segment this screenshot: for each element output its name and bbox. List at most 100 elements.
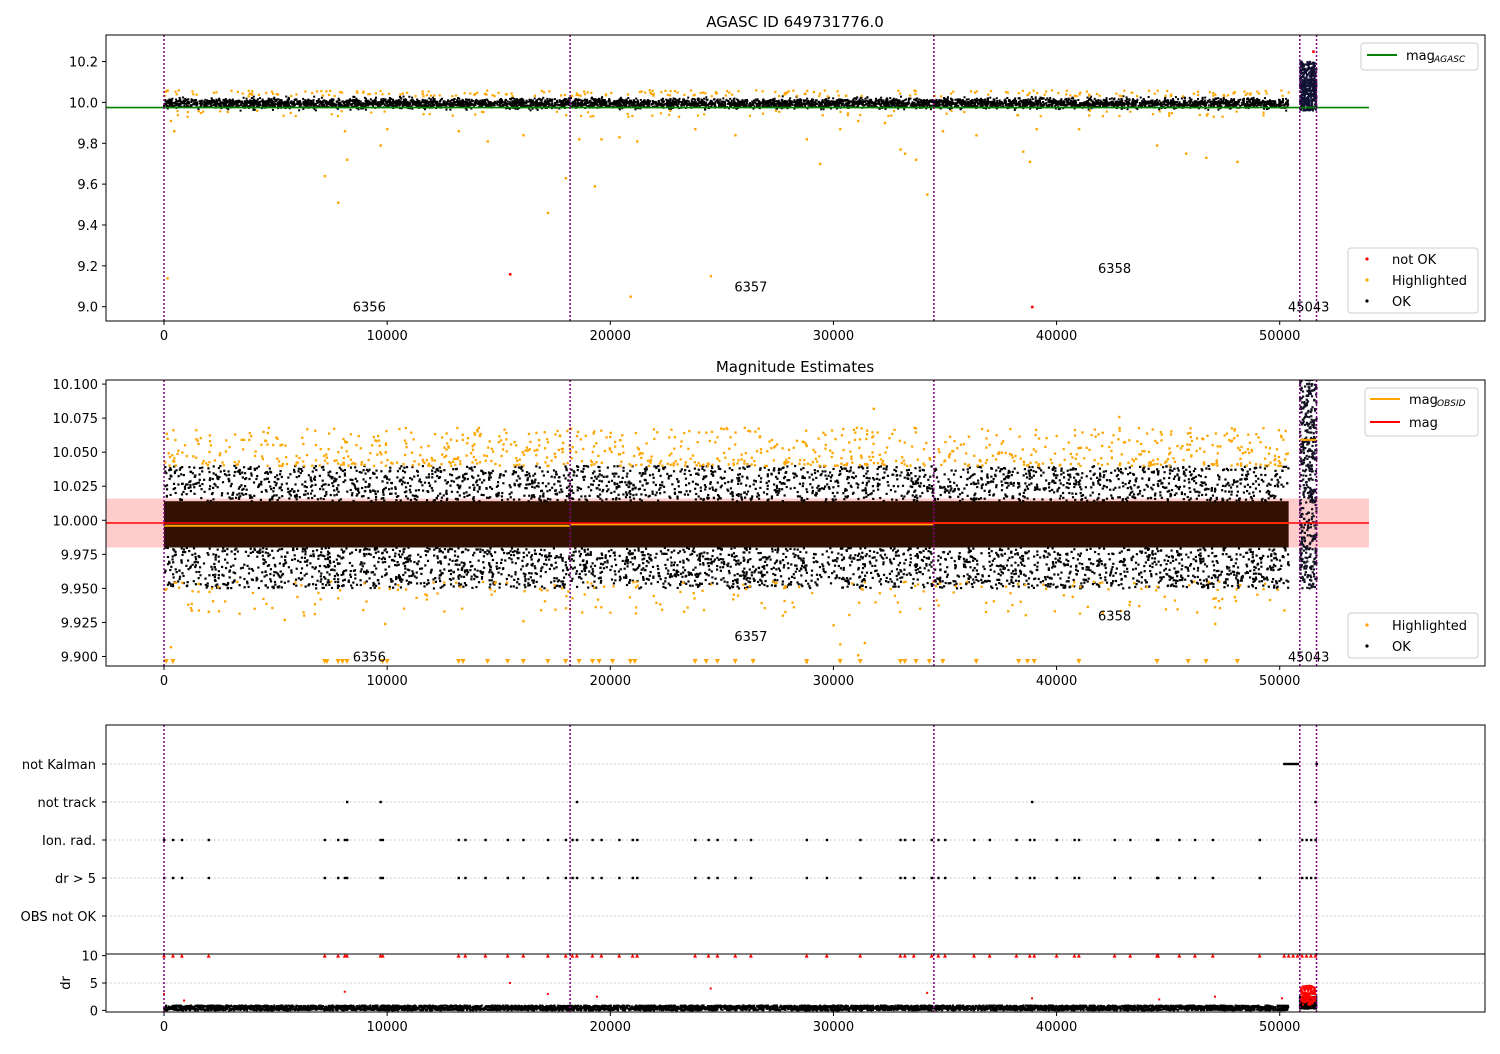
ok-point [787, 99, 790, 102]
ok-point [402, 95, 405, 98]
ok-point [741, 103, 744, 106]
ok-point [368, 100, 371, 103]
ok-point [584, 103, 587, 106]
ok-point [307, 104, 310, 107]
ok-point [440, 104, 443, 107]
ok-point [1191, 103, 1194, 106]
ok-point [1179, 102, 1182, 105]
ok-point [915, 103, 918, 106]
highlighted-point [583, 93, 586, 96]
ok-point [548, 103, 551, 106]
ok-point [284, 103, 287, 106]
ok-point [251, 100, 254, 103]
highlighted-point [455, 94, 458, 97]
ok-point [804, 105, 807, 108]
ok-point [755, 99, 758, 102]
ok-point [1013, 98, 1016, 101]
ok-point [1177, 98, 1180, 101]
ok-point [699, 101, 702, 104]
highlighted-point [818, 92, 822, 95]
ok-point [823, 101, 826, 104]
ok-point [975, 100, 978, 103]
highlighted-point [311, 91, 314, 95]
ok-point [907, 99, 910, 102]
ok-point [1255, 101, 1258, 104]
ok-point [1083, 104, 1086, 107]
ok-point [521, 104, 524, 107]
ok-point [182, 99, 185, 102]
ok-point [703, 102, 706, 105]
ok-point [1251, 100, 1254, 103]
ok-point [534, 102, 537, 105]
ok-point [249, 100, 252, 103]
ok-point [225, 99, 228, 102]
ok-point [730, 99, 733, 102]
ok-point [1159, 103, 1162, 106]
ok-point [672, 97, 675, 100]
ok-point [1248, 104, 1251, 107]
highlighted-point [474, 113, 477, 116]
ok-point [239, 109, 242, 112]
highlighted-point [777, 94, 781, 98]
ok-point [601, 99, 604, 102]
ok-point [670, 101, 673, 104]
ok-point [515, 99, 518, 102]
ok-point [963, 96, 966, 99]
ok-point [1278, 98, 1281, 101]
ok-point [531, 99, 534, 102]
ok-point [245, 97, 248, 100]
ok-point [1280, 104, 1283, 107]
ok-point [1029, 98, 1032, 101]
highlighted-point [493, 95, 496, 98]
ok-point [895, 103, 898, 106]
ok-point [305, 103, 308, 106]
ok-point [946, 96, 949, 99]
ok-point [1259, 101, 1262, 104]
ok-point [1258, 103, 1261, 106]
ok-point [195, 103, 198, 106]
ok-point [1150, 102, 1153, 105]
ok-point [745, 105, 748, 108]
ok-point [218, 97, 221, 100]
ok-point [883, 103, 886, 106]
ok-point [706, 98, 709, 101]
ok-point [938, 103, 941, 106]
ok-point [847, 104, 850, 107]
ok-point [1266, 101, 1269, 104]
ok-point [811, 98, 814, 101]
ok-point [835, 101, 838, 104]
ok-point [1134, 104, 1137, 107]
ok-point [345, 101, 348, 104]
ok-point [701, 100, 704, 103]
ok-point [452, 105, 455, 108]
ok-point [406, 104, 409, 107]
ok-point [418, 102, 421, 105]
ok-point [983, 100, 986, 103]
ok-point [1017, 97, 1020, 100]
ok-point [256, 102, 259, 105]
ok-point [432, 100, 435, 103]
ok-point [245, 102, 248, 105]
ok-point [490, 102, 493, 105]
ok-point [683, 101, 686, 104]
ok-point [819, 102, 822, 105]
ok-point [676, 104, 679, 107]
ok-point [627, 105, 630, 108]
ok-point [989, 103, 992, 106]
ok-point [483, 102, 486, 105]
ok-point [216, 99, 219, 102]
ok-point [1189, 101, 1192, 104]
ok-point [375, 96, 378, 99]
ok-point [1081, 104, 1084, 107]
ok-point [1189, 98, 1192, 101]
ok-point [1069, 103, 1072, 106]
ok-point [981, 100, 984, 103]
ok-point [433, 99, 436, 102]
ok-point [989, 96, 992, 99]
ok-point [1090, 99, 1093, 102]
ok-point [457, 101, 460, 104]
highlighted-point [265, 91, 268, 95]
ok-point [565, 102, 568, 105]
ok-point [307, 103, 310, 106]
ok-point [257, 103, 260, 106]
